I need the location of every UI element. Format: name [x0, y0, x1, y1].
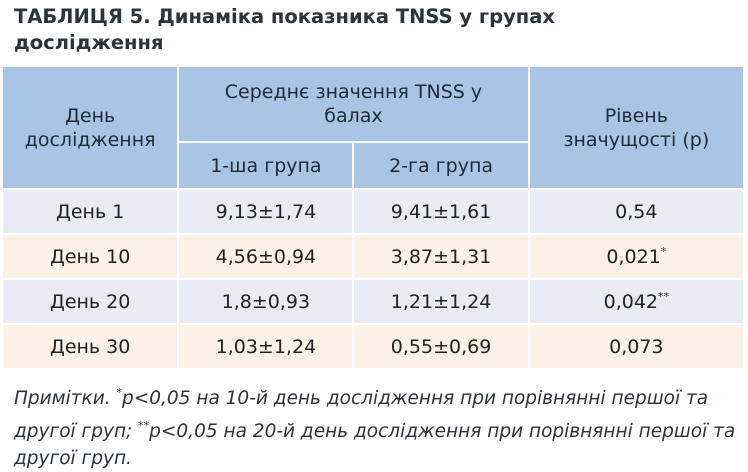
note-mark: * — [116, 386, 123, 399]
note: Примітки. *p<0,05 на 10-й день досліджен… — [14, 379, 739, 472]
cell-group2: 9,41±1,61 — [353, 189, 530, 235]
table-row: День 20 1,8±0,93 1,21±1,24 0,042** — [3, 279, 746, 325]
title: ТАБЛИЦЯ 5. Динаміка показника TNSS у гру… — [14, 5, 556, 54]
cell-group2: 1,21±1,24 — [353, 279, 530, 325]
cell-group2: 0,55±0,69 — [353, 324, 530, 370]
p-value: 0,021 — [606, 246, 661, 268]
cell-p: 0,021* — [528, 234, 746, 280]
cell-day: День 1 — [3, 189, 180, 235]
cell-p: 0,073 — [528, 324, 746, 370]
header-mean: Середнє значення TNSS у балах — [178, 67, 530, 143]
header-group2: 2-га група — [353, 142, 530, 190]
table: День дослідження Середнє значення TNSS у… — [3, 67, 746, 370]
cell-group1: 4,56±0,94 — [178, 234, 355, 280]
cell-day: День 30 — [3, 324, 180, 370]
header-day: День дослідження — [3, 67, 180, 190]
p-value: 0,54 — [615, 200, 658, 223]
header-group1: 1-ша група — [178, 142, 355, 190]
cell-day: День 20 — [3, 279, 180, 325]
cell-p: 0,042** — [528, 279, 746, 325]
header-p: Рівень значущості (p) — [528, 67, 746, 190]
p-mark: * — [660, 245, 667, 258]
note-text: p<0,05 на 20-й день дослідження при порі… — [14, 421, 736, 469]
note-mark: ** — [138, 419, 150, 432]
cell-group1: 1,03±1,24 — [178, 324, 355, 370]
cell-group1: 1,8±0,93 — [178, 279, 355, 325]
table-row: День 1 9,13±1,74 9,41±1,61 0,54 — [3, 189, 746, 235]
note-text: p<0,05 на 10-й день дослідження при порі… — [14, 388, 709, 442]
p-mark: ** — [658, 290, 670, 303]
table-row: День 30 1,03±1,24 0,55±0,69 0,073 — [3, 324, 746, 370]
note-text: Примітки. — [14, 388, 111, 409]
table-row: День 10 4,56±0,94 3,87±1,31 0,021* — [3, 234, 746, 280]
cell-group2: 3,87±1,31 — [353, 234, 530, 280]
cell-p: 0,54 — [528, 189, 746, 235]
cell-day: День 10 — [3, 234, 180, 280]
p-value: 0,042 — [603, 291, 659, 313]
p-value: 0,073 — [609, 335, 664, 358]
cell-group1: 9,13±1,74 — [178, 189, 355, 235]
